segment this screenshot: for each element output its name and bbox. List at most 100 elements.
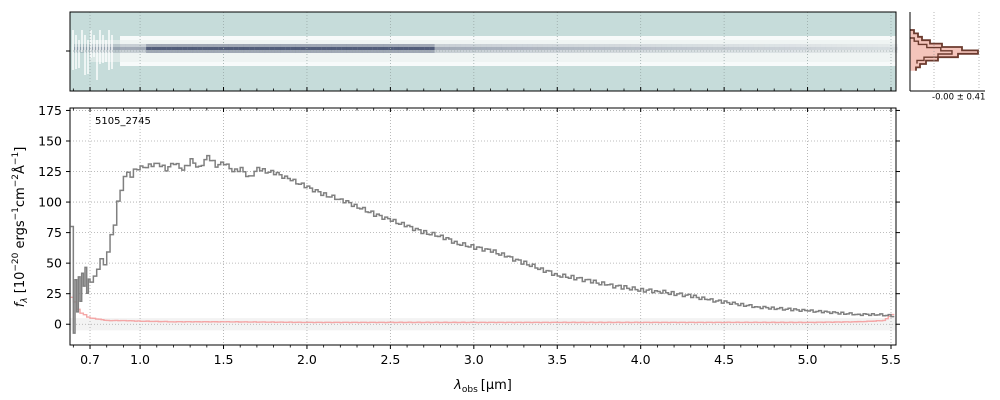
- trace-upper: [841, 44, 847, 47]
- trace-edge-noise: [81, 30, 83, 52]
- trace-upper: [676, 44, 682, 47]
- histogram-line: [910, 29, 979, 71]
- trace-lower: [146, 50, 152, 53]
- trace-core: [480, 47, 487, 50]
- trace-core: [233, 47, 239, 50]
- trace-core: [501, 47, 507, 50]
- spectrum-1d-grid: [70, 108, 896, 345]
- trace-upper: [851, 44, 857, 47]
- trace-upper: [310, 44, 317, 47]
- trace-lower: [362, 50, 368, 53]
- trace-upper: [243, 44, 250, 47]
- trace-upper: [264, 44, 270, 47]
- trace-upper: [377, 44, 384, 47]
- trace-core: [506, 47, 512, 50]
- trace-lower: [213, 50, 219, 53]
- trace-upper: [501, 44, 507, 47]
- trace-core: [810, 47, 816, 50]
- trace-upper: [820, 44, 826, 47]
- spectrum-2d-grid: [70, 12, 896, 91]
- trace-core: [800, 47, 806, 50]
- trace-core: [321, 47, 327, 50]
- trace-upper: [331, 44, 337, 47]
- x-tick-label: 1.5: [214, 352, 234, 367]
- trace-lower: [795, 50, 801, 53]
- trace-core: [161, 47, 167, 50]
- trace-lower: [867, 50, 873, 53]
- trace-lower: [192, 50, 198, 53]
- trace-core: [861, 47, 868, 50]
- trace-lower: [692, 50, 698, 53]
- trace-lower: [161, 50, 167, 53]
- trace-core: [728, 47, 734, 50]
- x-tick-label: 4.0: [631, 352, 651, 367]
- trace-upper: [439, 44, 445, 47]
- trace-upper: [491, 44, 497, 47]
- histogram-annotation: -0.00 ± 0.41: [932, 93, 985, 103]
- trace-lower: [702, 50, 708, 53]
- trace-lower: [558, 50, 564, 53]
- trace-lower: [223, 50, 229, 53]
- trace-core: [228, 47, 234, 50]
- trace-upper: [207, 44, 214, 47]
- trace-upper: [197, 44, 203, 47]
- trace-upper: [836, 44, 842, 47]
- trace-core: [619, 47, 626, 50]
- trace-core: [681, 47, 687, 50]
- trace-upper: [249, 44, 255, 47]
- trace-edge-noise: [99, 30, 101, 64]
- trace-upper: [223, 44, 229, 47]
- trace-core: [408, 47, 414, 50]
- trace-lower: [465, 50, 471, 53]
- trace-upper: [825, 44, 832, 47]
- trace-upper: [738, 44, 744, 47]
- trace-upper: [357, 44, 363, 47]
- trace-core: [748, 47, 754, 50]
- trace-core: [795, 47, 801, 50]
- trace-lower: [619, 50, 626, 53]
- trace-lower: [316, 50, 322, 53]
- trace-core: [300, 47, 306, 50]
- trace-lower: [609, 50, 615, 53]
- trace-core: [171, 47, 178, 50]
- trace-upper: [104, 44, 111, 47]
- trace-upper: [758, 44, 765, 47]
- trace-lower: [269, 50, 275, 53]
- trace-lower: [419, 50, 425, 53]
- trace-edge-noise: [111, 35, 113, 69]
- trace-upper: [480, 44, 487, 47]
- trace-core: [537, 47, 543, 50]
- trace-lower: [238, 50, 244, 53]
- trace-lower: [506, 50, 512, 53]
- y-tick-label: 100: [38, 195, 62, 210]
- trace-lower: [836, 50, 842, 53]
- trace-core: [753, 47, 759, 50]
- trace-lower: [125, 50, 131, 53]
- trace-lower: [676, 50, 682, 53]
- trace-lower: [254, 50, 260, 53]
- trace-core: [846, 47, 852, 50]
- trace-lower: [470, 50, 476, 53]
- trace-upper: [316, 44, 322, 47]
- trace-lower: [707, 50, 713, 53]
- trace-upper: [413, 44, 420, 47]
- trace-upper: [120, 44, 126, 47]
- spectrum-2d-frame: [69, 11, 897, 92]
- y-tick-label: 25: [46, 286, 62, 301]
- trace-core: [877, 47, 883, 50]
- plot-area: [70, 108, 896, 345]
- trace-core: [403, 47, 409, 50]
- trace-lower: [89, 50, 95, 53]
- trace-upper: [697, 44, 703, 47]
- trace-core: [177, 47, 183, 50]
- trace-lower: [522, 50, 528, 53]
- trace-core: [542, 47, 548, 50]
- trace-upper: [815, 44, 821, 47]
- trace-core: [511, 47, 517, 50]
- trace-core: [702, 47, 708, 50]
- trace-lower: [841, 50, 847, 53]
- trace-lower: [789, 50, 796, 53]
- trace-core: [872, 47, 878, 50]
- trace-lower: [748, 50, 754, 53]
- trace-lower: [197, 50, 203, 53]
